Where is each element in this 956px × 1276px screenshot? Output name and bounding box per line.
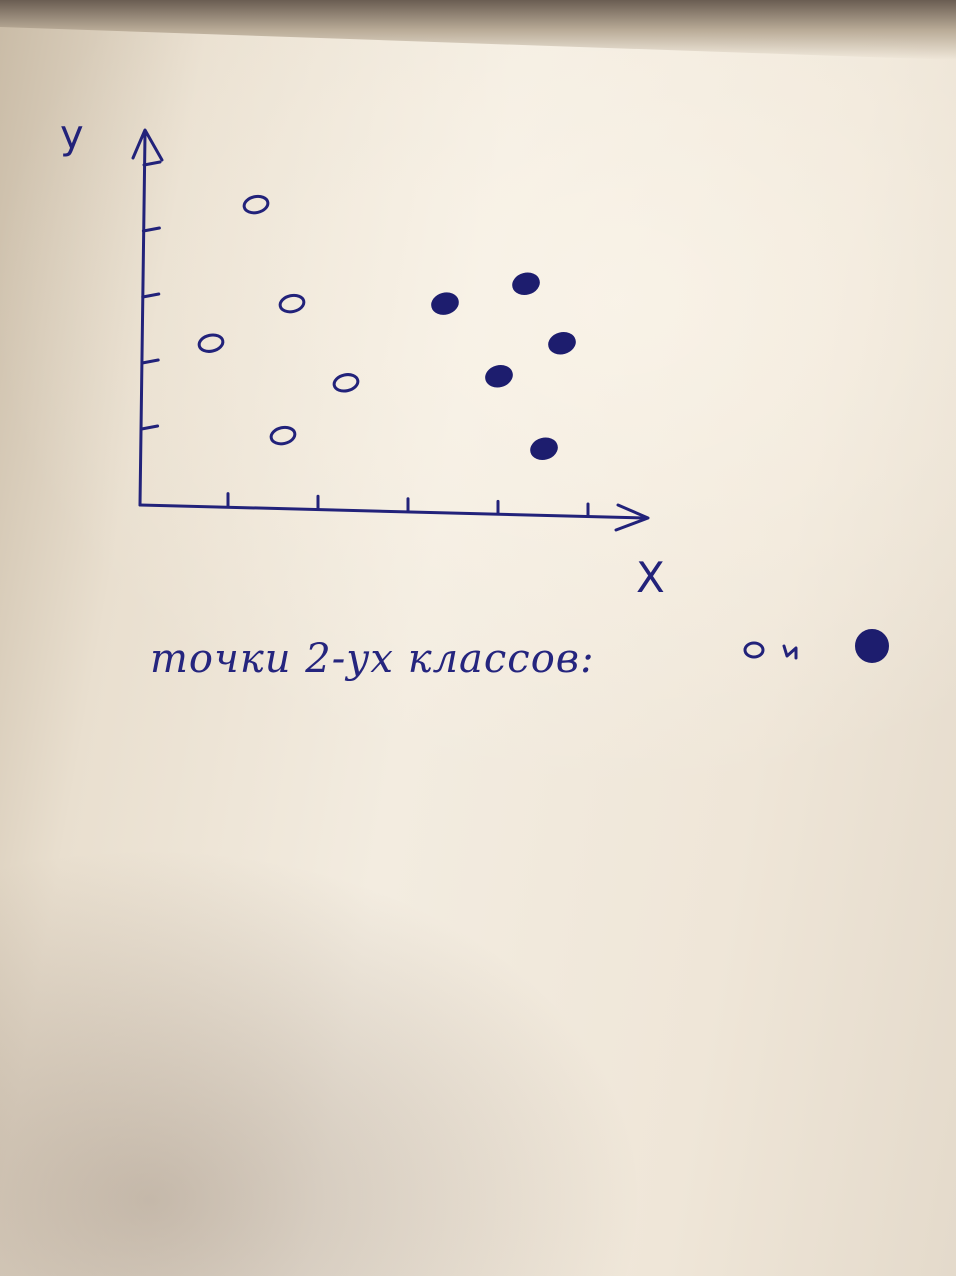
ticks	[140, 160, 590, 518]
hollow-data-point	[242, 194, 270, 215]
legend-conjunction-mark	[782, 644, 798, 660]
legend-markers	[743, 629, 889, 663]
y-tick	[140, 358, 160, 365]
legend-caption: точки 2-ух классов:	[150, 636, 595, 682]
y-tick	[141, 292, 161, 299]
filled-data-point	[548, 331, 576, 355]
x-axis-line	[138, 503, 647, 520]
axes	[131, 128, 650, 532]
y-tick	[142, 160, 162, 167]
hollow-data-point	[278, 293, 306, 314]
y-tick	[141, 226, 161, 233]
filled-data-point	[512, 272, 540, 296]
y-tick	[140, 424, 160, 431]
y-axis-arrow	[131, 128, 164, 162]
hollow-data-point	[269, 425, 297, 446]
legend-filled-marker	[855, 629, 889, 663]
x-axis-arrow	[614, 503, 650, 532]
legend-hollow-marker	[743, 641, 765, 659]
hollow-data-point	[197, 333, 225, 353]
hollow-data-point	[332, 373, 360, 393]
points	[197, 194, 576, 461]
paper-shadow	[0, 700, 956, 1276]
y-axis-label: y	[60, 112, 84, 158]
filled-data-point	[431, 292, 459, 315]
filled-data-point	[530, 437, 558, 461]
x-axis-label: X	[636, 553, 665, 602]
filled-data-point	[485, 364, 513, 388]
y-axis-line	[138, 133, 147, 507]
